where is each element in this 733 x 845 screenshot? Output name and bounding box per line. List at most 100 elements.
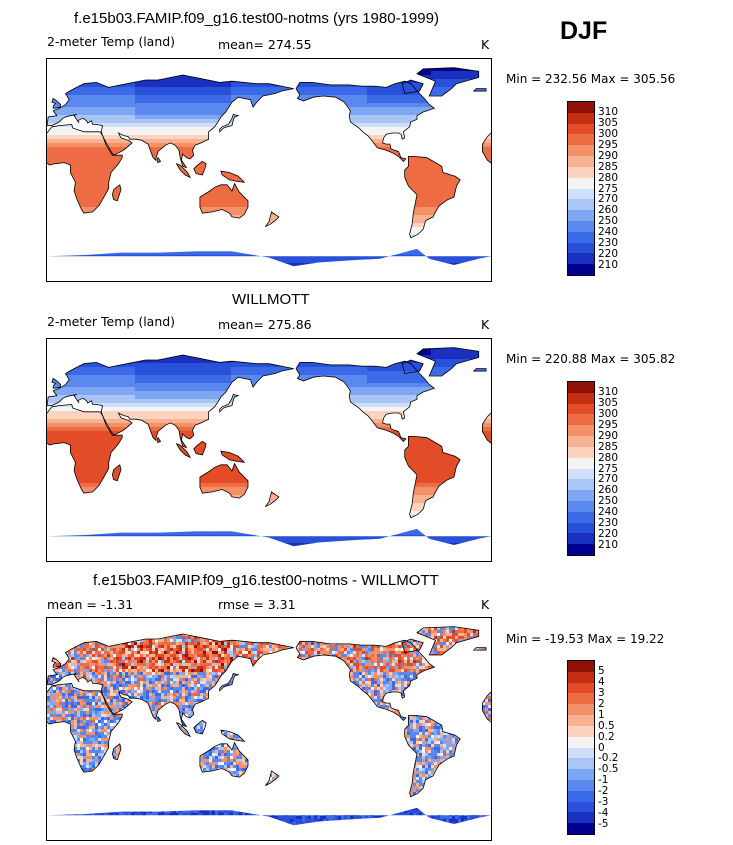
coastline-iceland — [472, 88, 487, 92]
coastline-baffin — [401, 638, 424, 653]
coastline-australia — [199, 741, 249, 778]
coastline-baffin — [401, 79, 424, 94]
colorbar-tick-label: 285 — [598, 442, 618, 453]
coastline-uk — [51, 377, 61, 389]
colorbar-tick-label: 210 — [598, 540, 618, 551]
coastline-uk — [51, 97, 61, 109]
colorbar-swatch — [568, 199, 594, 211]
coastline-samerica — [404, 715, 461, 798]
coastline-namerica — [295, 80, 436, 162]
coastline-srilanka — [156, 156, 162, 164]
colorbar-swatch — [568, 468, 594, 480]
colorbar-tick-label: 270 — [598, 474, 618, 485]
min-max-label: Min = 220.88 Max = 305.82 — [506, 352, 675, 366]
colorbar-tick-label: 2 — [598, 699, 605, 710]
coastline-newguinea — [220, 729, 246, 742]
coastline-newguinea — [220, 450, 246, 463]
colorbar-swatch — [568, 457, 594, 469]
coastline-japan — [219, 114, 240, 133]
coastline-eurasia — [47, 633, 294, 728]
colorbar-tick-label: 310 — [598, 107, 618, 118]
coastline-africa — [47, 403, 123, 494]
mean-label: mean= 275.86 — [218, 317, 312, 332]
colorbar-swatch — [568, 403, 594, 415]
season-label: DJF — [560, 17, 607, 46]
coastline-africa — [47, 682, 123, 773]
colorbar-swatch — [568, 801, 594, 813]
colorbar-swatch — [568, 382, 594, 393]
colorbar-swatch — [568, 156, 594, 167]
coastline-greenland — [416, 626, 480, 656]
colorbar-tick-label: 290 — [598, 431, 618, 442]
colorbar-swatch — [568, 253, 594, 265]
colorbar-swatch — [568, 446, 594, 458]
colorbar-swatch — [568, 210, 594, 221]
units-label: K — [481, 37, 489, 52]
colorbar-tick-label: 280 — [598, 453, 618, 464]
colorbar-tick-label: 220 — [598, 529, 618, 540]
colorbar-swatch — [568, 682, 594, 694]
colorbar — [567, 381, 595, 556]
colorbar-tick-label: 310 — [598, 387, 618, 398]
coastline-iceland — [472, 647, 487, 651]
coastline-borneo — [193, 440, 207, 456]
colorbar-tick-label: 280 — [598, 173, 618, 184]
colorbar-tick-label: -1 — [598, 775, 608, 786]
colorbar-swatch — [568, 704, 594, 716]
colorbar-tick-label: 5 — [598, 666, 605, 677]
coastline-eurasia — [47, 354, 294, 449]
colorbar-tick-label: -0.2 — [598, 753, 619, 764]
colorbar-swatch — [568, 425, 594, 437]
colorbar-swatch — [568, 414, 594, 426]
coastline-srilanka — [156, 715, 162, 723]
colorbar-tick-label: 0 — [598, 742, 605, 754]
colorbar-swatch — [568, 231, 594, 243]
colorbar-tick-label: -4 — [598, 808, 608, 819]
coastline-greenland — [416, 347, 480, 377]
colorbar-tick-label: 275 — [598, 463, 618, 475]
colorbar-swatch — [568, 725, 594, 737]
colorbar-tick-label: 305 — [598, 118, 618, 129]
mean-label: mean= 274.55 — [218, 37, 312, 52]
coastline-borneo — [193, 160, 207, 176]
colorbar-swatch — [568, 188, 594, 200]
colorbar-tick-label: -5 — [598, 819, 608, 830]
colorbar-tick-label: 300 — [598, 409, 618, 420]
colorbar-tick-label: 4 — [598, 677, 605, 688]
colorbar-swatch — [568, 533, 594, 545]
colorbar-swatch — [568, 823, 594, 834]
colorbar-swatch — [568, 693, 594, 705]
colorbar-swatch — [568, 500, 594, 512]
colorbar-swatch — [568, 715, 594, 726]
map-panel — [46, 338, 492, 562]
variable-label: 2-meter Temp (land) — [47, 34, 175, 49]
mean-label: mean = -1.31 — [47, 597, 133, 612]
colorbar-swatch — [568, 511, 594, 523]
map-panel — [46, 617, 492, 841]
coastline-samerica — [404, 436, 461, 519]
colorbar-tick-label: 295 — [598, 140, 618, 151]
colorbar-tick-label: 275 — [598, 183, 618, 195]
colorbar — [567, 660, 595, 835]
colorbar-tick-label: 250 — [598, 216, 618, 227]
panel-title: f.e15b03.FAMIP.f09_g16.test00-notms (yrs… — [74, 10, 439, 27]
min-max-label: Min = 232.56 Max = 305.56 — [506, 72, 675, 86]
coastline-sumatra — [175, 163, 192, 179]
coastline-japan — [219, 394, 240, 413]
colorbar-swatch — [568, 790, 594, 802]
colorbar-swatch — [568, 264, 594, 275]
coastline-africa — [47, 123, 123, 214]
coastline-nz — [264, 770, 280, 787]
coastline-japan — [219, 673, 240, 692]
colorbar-swatch — [568, 544, 594, 555]
colorbar-swatch — [568, 490, 594, 501]
colorbar-swatch — [568, 769, 594, 780]
colorbar-tick-label: 270 — [598, 194, 618, 205]
colorbar-tick-label: 305 — [598, 398, 618, 409]
coastline-madagascar — [111, 184, 122, 202]
colorbar-tick-label: 240 — [598, 227, 618, 238]
coastline-baffin — [401, 359, 424, 374]
colorbar-swatch — [568, 177, 594, 189]
min-max-label: Min = -19.53 Max = 19.22 — [506, 632, 664, 646]
coastline-australia — [199, 462, 249, 499]
